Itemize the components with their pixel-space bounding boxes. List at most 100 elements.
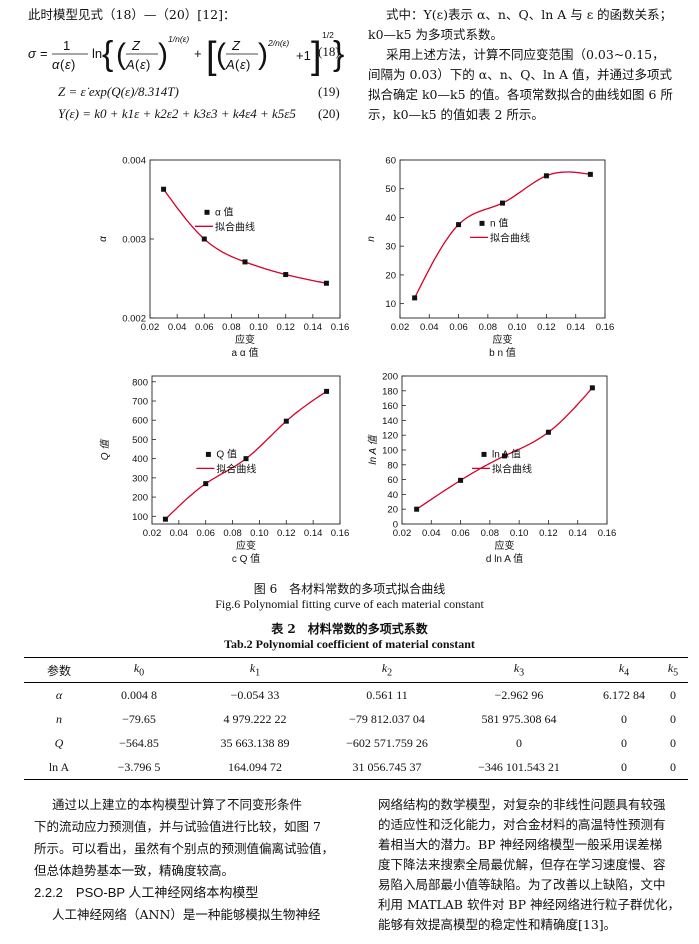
data-point <box>545 429 551 435</box>
table-header-cell: k1 <box>249 661 261 679</box>
legend-marker <box>479 220 485 226</box>
bottom-right-line-1: 网络结构的数学模型，对复杂的非线性问题具有较强 <box>378 797 666 812</box>
y-tick-label: 20 <box>385 270 396 281</box>
table-cell: 0 <box>670 711 676 726</box>
svg-text:+1: +1 <box>296 48 311 63</box>
y-tick-label: 40 <box>387 490 398 501</box>
data-point <box>203 481 209 487</box>
data-point <box>243 456 249 462</box>
table-cell: 31 056.745 37 <box>352 759 422 774</box>
svg-text:): ) <box>146 57 150 72</box>
x-tick-label: 0.08 <box>479 322 498 333</box>
data-point <box>589 385 595 391</box>
x-tick-label: 0.04 <box>420 322 439 333</box>
table-cell: 0.561 11 <box>366 687 408 702</box>
x-tick-label: 0.16 <box>598 528 617 539</box>
equation-18: σ = 1 α(ε) ln { ( Z A(ε) ) 1/n(ε) + [ ( … <box>28 30 344 77</box>
table-header-cell: k0 <box>133 661 145 679</box>
bottom-left-line-5: 人工神经网络（ANN）是一种能够模拟生物神经 <box>52 907 321 922</box>
table-row: n −79.65 4 979.222 22 −79 812.037 04 581… <box>24 707 688 731</box>
data-point <box>456 222 462 228</box>
equation-19-number: (19) <box>318 84 340 99</box>
table-row: α 0.004 8 −0.054 33 0.561 11 −2.962 96 6… <box>24 683 688 708</box>
svg-text:}: } <box>333 35 344 73</box>
svg-text:{: { <box>102 35 113 73</box>
x-tick-label: 0.10 <box>249 322 267 333</box>
table-caption-en: Tab.2 Polynomial coefficient of material… <box>224 637 475 651</box>
svg-text:): ) <box>71 57 75 72</box>
y-tick-label: 300 <box>132 473 148 484</box>
fit-curve <box>164 390 327 520</box>
svg-text:(: ( <box>135 57 140 72</box>
y-axis-label: α <box>98 236 109 242</box>
y-tick-label: 180 <box>382 386 398 397</box>
y-axis-label: ln A 值 <box>367 433 379 464</box>
svg-text:ε: ε <box>140 57 146 72</box>
svg-text:ε: ε <box>240 57 246 72</box>
right-top-line-3: 采用上述方法，计算不同应变范围（0.03~0.15， <box>386 47 665 62</box>
table-header-row: 参数 k0 k1 k2 k3 k4 k5 <box>24 657 688 683</box>
data-point <box>502 453 507 459</box>
svg-text:]: ] <box>311 35 322 77</box>
data-point <box>283 272 289 278</box>
legend-marker <box>205 451 211 457</box>
table-cell: 581 975.308 64 <box>481 711 557 726</box>
plot-frame <box>151 375 341 525</box>
data-point <box>283 418 289 424</box>
x-tick-label: 0.06 <box>451 528 470 539</box>
y-tick-label: 400 <box>132 454 148 465</box>
table-cell: 0 <box>516 735 522 750</box>
y-tick-label: 200 <box>132 493 148 504</box>
svg-text:): ) <box>158 38 168 71</box>
y-tick-label: 600 <box>132 416 148 427</box>
svg-text:): ) <box>246 57 250 72</box>
x-tick-label: 0.04 <box>168 322 187 333</box>
table-cell: 164.094 72 <box>228 759 282 774</box>
section-heading: 2.2.2 PSO-BP 人工神经网络本构模型 <box>34 885 259 900</box>
table-cell: −79 812.037 04 <box>349 711 425 726</box>
bottom-left-line-2: 下的流动应力预测值，并与试验值进行比较，如图 7 <box>34 819 321 834</box>
y-tick-label: 120 <box>382 431 398 442</box>
right-top-line-6: 示，k0—k5 的值如表 2 所示。 <box>368 107 544 122</box>
x-tick-label: 0.02 <box>393 528 412 539</box>
equation-20: Y(ε) = k0 + k1ε + k2ε2 + k3ε3 + k4ε4 + k… <box>58 106 296 121</box>
y-tick-label: 40 <box>385 213 396 224</box>
bottom-left-line-1: 通过以上建立的本构模型计算了不同变形条件 <box>52 797 303 812</box>
data-point <box>500 200 505 206</box>
y-tick-label: 500 <box>132 435 148 446</box>
table-cell: −2.962 96 <box>494 687 544 702</box>
y-tick-label: 0 <box>393 520 398 531</box>
table-cell: −564.85 <box>119 735 159 750</box>
svg-text:): ) <box>258 38 268 71</box>
x-axis-label: 应变 <box>493 333 513 346</box>
x-tick-label: 0.02 <box>141 322 160 333</box>
svg-text:(: ( <box>60 57 65 72</box>
bottom-right-line-2: 的适应性和泛化能力，对合金材料的高温特性预测有 <box>378 817 666 832</box>
equation-18-number: (18) <box>318 44 340 59</box>
table-caption-cn: 表 2 材料常数的多项式系数 <box>271 622 428 636</box>
y-tick-label: 100 <box>132 512 148 523</box>
x-tick-label: 0.10 <box>510 528 528 539</box>
table-row: Q −564.85 35 663.138 89 −602 571.759 26 … <box>24 731 688 755</box>
svg-text:1/2: 1/2 <box>322 30 334 40</box>
legend-label: α 值 <box>215 205 234 218</box>
chart-alpha: 0.02 0.04 0.06 0.08 0.10 0.12 0.14 0.16 0.002 0.0… <box>98 156 349 360</box>
legend-label: 拟合曲线 <box>492 462 532 475</box>
legend-label: Q 值 <box>216 447 237 460</box>
svg-text:+: + <box>194 46 202 61</box>
table-cell: 0 <box>670 759 676 774</box>
x-tick-label: 0.14 <box>568 528 587 539</box>
right-top-line-1: 式中：Y(ε)表示 α、n、Q、ln A 与 ε 的函数关系； <box>386 7 673 22</box>
svg-text:2/n(ε): 2/n(ε) <box>267 38 289 48</box>
svg-text:ln: ln <box>92 46 102 61</box>
data-point <box>323 280 329 286</box>
data-point <box>587 171 593 177</box>
y-tick-label: 800 <box>132 377 148 388</box>
legend-label: 拟合曲线 <box>490 231 530 244</box>
x-tick-label: 0.10 <box>250 528 269 539</box>
svg-text:(: ( <box>235 57 240 72</box>
legend-label: n 值 <box>490 216 508 229</box>
data-point <box>414 506 420 512</box>
table-cell: −79.65 <box>122 711 156 726</box>
data-point <box>161 186 167 192</box>
